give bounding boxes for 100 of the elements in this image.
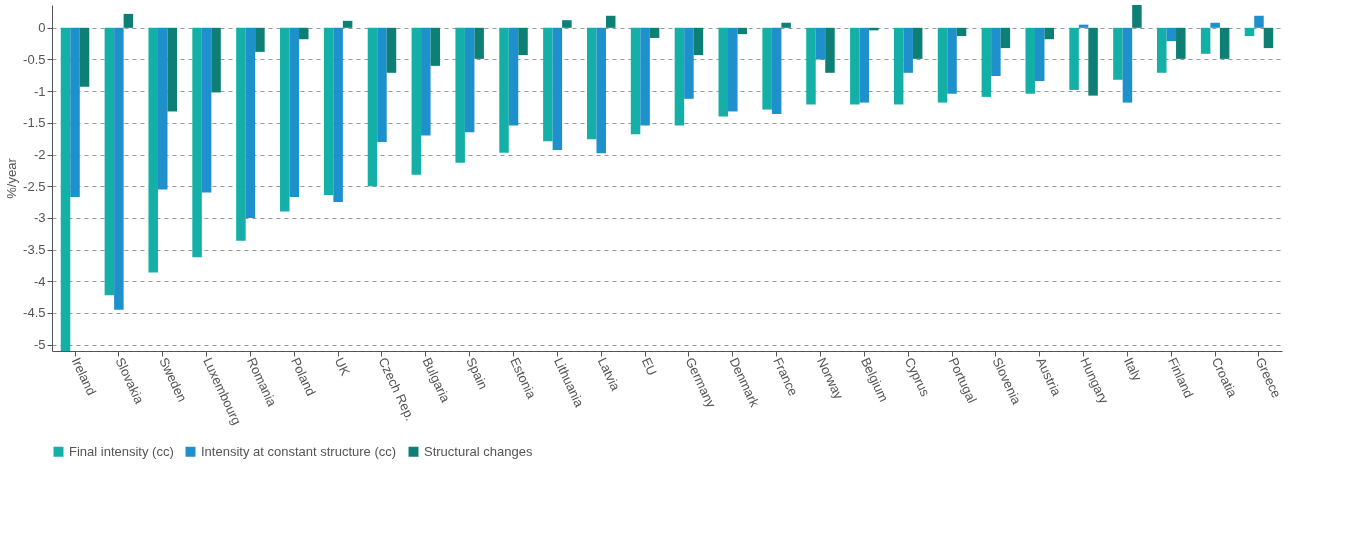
bar	[991, 27, 1001, 76]
bar	[1034, 27, 1045, 82]
bar	[718, 27, 729, 117]
bar	[859, 27, 870, 103]
bar	[211, 27, 221, 93]
x-tick-label: Cyprus	[901, 355, 934, 400]
bar	[377, 27, 387, 142]
y-tick-label: -1	[33, 83, 46, 99]
bar	[1157, 27, 1167, 73]
bar	[586, 27, 597, 140]
bar	[289, 27, 300, 198]
x-tick-label: Croatia	[1208, 355, 1241, 401]
bar	[499, 27, 509, 153]
x-tick-label: EU	[638, 355, 660, 378]
bar	[1219, 27, 1230, 59]
bar	[674, 27, 685, 126]
bar	[596, 27, 606, 154]
bar	[947, 27, 957, 94]
bar	[1044, 27, 1054, 40]
bar	[114, 27, 124, 310]
bar	[60, 27, 71, 351]
bar	[1254, 15, 1264, 28]
bar	[543, 27, 553, 142]
bar	[386, 27, 397, 73]
x-tick-label: Spain	[463, 355, 491, 392]
bar	[148, 27, 158, 273]
bar	[762, 27, 772, 110]
bar	[981, 27, 992, 97]
bar	[474, 27, 484, 59]
bar	[781, 22, 791, 28]
bar	[806, 27, 816, 105]
bar	[280, 27, 290, 212]
bar	[455, 27, 465, 163]
bar	[903, 27, 913, 73]
bar	[323, 27, 334, 196]
bar	[299, 27, 309, 40]
bar	[342, 20, 353, 28]
bar	[201, 27, 212, 193]
bar	[1263, 27, 1274, 49]
bar	[562, 20, 572, 28]
y-tick-label: 0	[38, 20, 46, 36]
bar	[421, 27, 431, 136]
bar	[167, 27, 177, 112]
bar	[815, 27, 826, 60]
bar	[552, 27, 563, 151]
bar	[956, 27, 967, 37]
bar	[70, 27, 80, 198]
bar	[737, 27, 748, 35]
bar	[605, 15, 616, 28]
bar	[157, 27, 168, 190]
bar	[649, 27, 660, 38]
bar	[245, 27, 256, 218]
bar	[1069, 27, 1079, 90]
bar	[123, 13, 134, 28]
bar	[1244, 27, 1255, 37]
bar	[850, 27, 860, 105]
bar	[1088, 27, 1098, 96]
bar	[1176, 27, 1186, 59]
y-tick-label: -3.5	[23, 242, 46, 258]
y-tick-label: -5	[33, 337, 46, 353]
bar	[104, 27, 115, 296]
bar	[630, 27, 641, 135]
bar	[411, 27, 422, 175]
bar	[640, 27, 650, 126]
legend-label: Intensity at constant structure (cc)	[201, 443, 397, 459]
y-axis-title: %/year	[4, 157, 20, 199]
y-tick-label: -0.5	[23, 52, 46, 67]
y-tick-label: -2	[33, 147, 46, 163]
bar	[1166, 27, 1177, 42]
y-tick-label: -4	[33, 273, 46, 289]
bar	[825, 27, 835, 73]
bar	[236, 27, 246, 241]
legend-label: Final intensity (cc)	[69, 443, 174, 459]
bar	[464, 27, 475, 133]
bar	[728, 27, 738, 112]
y-tick-label: -2.5	[23, 178, 46, 194]
bar	[255, 27, 265, 52]
bar	[192, 27, 202, 258]
x-tick-label: France	[770, 355, 801, 399]
bar	[508, 27, 519, 126]
bar	[771, 27, 782, 114]
x-tick-label: Czech Rep.	[375, 355, 418, 424]
bar	[333, 27, 343, 203]
bar	[430, 27, 441, 66]
bar	[1122, 27, 1133, 103]
bar	[1210, 22, 1220, 28]
y-tick-label: -3	[33, 210, 46, 226]
x-tick-label: Italy	[1121, 355, 1145, 384]
y-tick-label: -1.5	[23, 115, 46, 131]
bar	[693, 27, 704, 56]
x-tick-label: UK	[331, 355, 354, 379]
bar	[1000, 27, 1011, 49]
bar	[1132, 5, 1142, 28]
bar	[893, 27, 904, 105]
bar	[367, 27, 378, 187]
bar	[912, 27, 923, 59]
bar	[684, 27, 694, 99]
bar	[1200, 27, 1211, 54]
legend-label: Structural changes	[424, 443, 533, 459]
y-tick-label: -4.5	[23, 305, 46, 321]
